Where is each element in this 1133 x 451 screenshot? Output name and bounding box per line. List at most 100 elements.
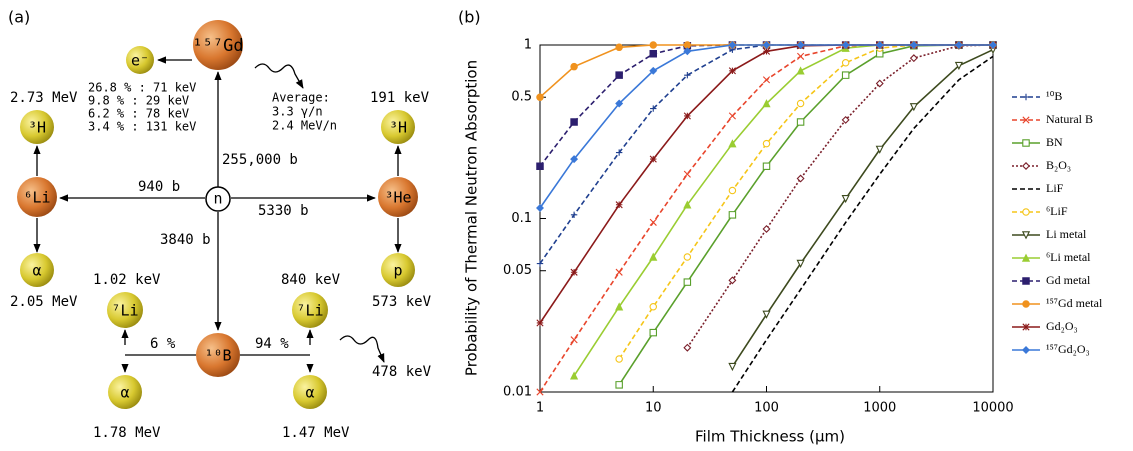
panel-a: (a) ¹⁵⁷Gd e⁻ n ⁶Li ³He ³H ³H α p ⁷Li ¹⁰B… xyxy=(8,8,432,442)
nucleus xyxy=(17,177,57,217)
series xyxy=(536,41,997,267)
point xyxy=(875,79,884,88)
series-line xyxy=(731,55,994,393)
energy: 2.05 MeV xyxy=(10,294,78,310)
point xyxy=(570,268,578,276)
x-tick-label: 10000 xyxy=(972,401,1013,416)
point xyxy=(875,145,884,154)
legend-marker xyxy=(1022,116,1030,124)
point xyxy=(796,174,805,183)
conversion-line: 9.8 % : 29 keV xyxy=(88,94,189,108)
x-tick-label: 10 xyxy=(645,401,662,416)
gamma-note: Average: xyxy=(272,91,330,105)
point xyxy=(649,41,658,49)
legend-marker xyxy=(1022,162,1030,170)
node-label: α xyxy=(32,262,41,280)
cross-section: 940 b xyxy=(138,179,180,195)
point xyxy=(570,118,578,126)
node-label: ⁷Li xyxy=(296,302,323,320)
conversion-line: 3.4 % : 131 keV xyxy=(88,120,196,134)
point xyxy=(841,194,850,204)
point xyxy=(649,66,658,75)
point xyxy=(841,41,850,49)
point xyxy=(570,336,578,344)
point xyxy=(615,149,623,156)
legend-marker xyxy=(1022,139,1030,147)
series xyxy=(683,41,997,352)
point xyxy=(615,43,623,51)
energy: 191 keV xyxy=(370,90,430,106)
point xyxy=(841,71,850,79)
point xyxy=(615,99,624,108)
point xyxy=(728,67,736,75)
point xyxy=(615,381,623,389)
point xyxy=(683,47,692,56)
legend-marker xyxy=(1022,93,1030,101)
series-line xyxy=(539,44,993,209)
point xyxy=(684,71,691,79)
y-tick-label: 0.5 xyxy=(511,90,532,105)
series xyxy=(615,41,997,389)
point xyxy=(615,355,623,363)
legend-marker xyxy=(1022,346,1030,354)
point xyxy=(683,170,691,178)
legend-label: ⁶Li metal xyxy=(1046,250,1091,264)
point xyxy=(649,50,657,58)
series-line xyxy=(618,44,993,360)
point xyxy=(954,41,963,49)
branch: 6 % xyxy=(150,336,176,352)
node-label: e⁻ xyxy=(131,52,149,70)
legend-marker xyxy=(1022,323,1030,331)
x-tick-label: 1000 xyxy=(863,401,896,416)
y-axis-title: Probability of Thermal Neutron Absorptio… xyxy=(463,60,481,376)
point xyxy=(728,276,737,285)
gamma-note: 2.4 MeV/n xyxy=(272,119,337,133)
panel-label: (a) xyxy=(8,8,30,27)
node-label: ³He xyxy=(384,189,411,207)
point xyxy=(796,99,805,108)
series-line xyxy=(731,48,994,368)
x-axis-title: Film Thickness (μm) xyxy=(695,428,845,446)
legend-marker xyxy=(1022,300,1030,308)
node-label: ⁷Li xyxy=(111,302,138,320)
legend-label: Li metal xyxy=(1046,227,1087,241)
gamma-wave xyxy=(339,335,385,363)
particle xyxy=(20,110,54,144)
point xyxy=(650,105,657,112)
particle xyxy=(293,375,327,409)
conversion-line: 6.2 % : 78 keV xyxy=(88,107,189,121)
point xyxy=(683,343,692,352)
series-line xyxy=(618,44,993,386)
point xyxy=(615,268,623,276)
point xyxy=(649,303,658,311)
series-line xyxy=(686,44,994,349)
series xyxy=(570,40,998,380)
point xyxy=(841,115,850,124)
node-label: ³H xyxy=(28,119,46,137)
point xyxy=(615,201,623,209)
point xyxy=(762,310,771,319)
point xyxy=(728,186,737,195)
cross-section: 3840 b xyxy=(160,232,211,248)
node-label: α xyxy=(305,384,314,402)
point xyxy=(796,66,805,75)
point xyxy=(762,47,771,55)
point xyxy=(762,41,771,49)
point xyxy=(536,162,544,171)
legend-marker xyxy=(1022,208,1030,216)
point xyxy=(796,41,805,49)
point xyxy=(728,211,737,219)
point xyxy=(683,253,692,261)
point xyxy=(762,76,771,84)
point xyxy=(728,41,737,49)
point xyxy=(796,118,805,126)
legend-label: Gd₂O₃ xyxy=(1046,319,1078,333)
energy: 1.78 MeV xyxy=(93,425,161,441)
particle xyxy=(20,253,54,287)
cross-section: 5330 b xyxy=(258,203,309,219)
series xyxy=(731,55,994,393)
energy: 1.02 keV xyxy=(93,272,161,288)
legend-label: ⁶LiF xyxy=(1046,204,1068,218)
point xyxy=(989,41,997,49)
